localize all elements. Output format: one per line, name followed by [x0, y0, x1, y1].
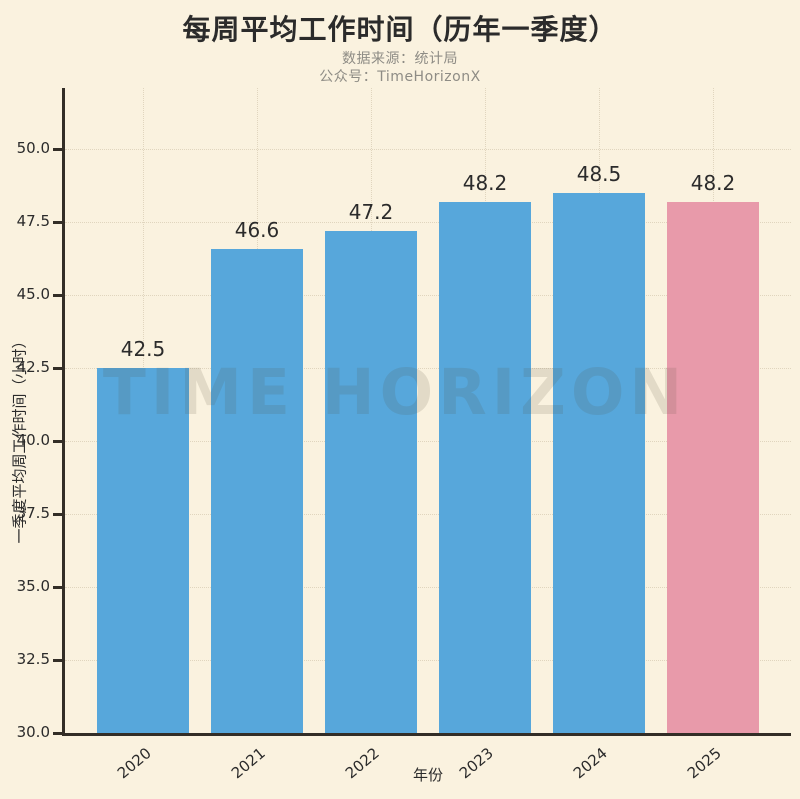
- bar-value-label-2021: 46.6: [234, 217, 280, 242]
- bar-value-label-2020: 42.5: [120, 337, 166, 362]
- y-tick-label: 42.5: [16, 358, 50, 377]
- bar-value-label-2024: 48.5: [576, 162, 622, 187]
- y-tick-mark: [53, 220, 62, 224]
- gridline-horizontal: [65, 514, 791, 516]
- y-tick-label: 50.0: [16, 139, 50, 158]
- y-tick-mark: [53, 585, 62, 589]
- y-tick-mark: [53, 658, 62, 662]
- bar-2023: [439, 201, 531, 733]
- chart-subtitle-source: 数据来源：统计局: [342, 51, 458, 67]
- chart-subtitle-account: 公众号：TimeHorizonX: [319, 69, 481, 85]
- bar-value-label-2025: 48.2: [690, 170, 736, 195]
- bar-2021: [211, 248, 303, 733]
- y-tick-mark: [53, 147, 62, 151]
- bar-2024: [553, 193, 645, 733]
- y-tick-mark: [53, 366, 62, 370]
- gridline-horizontal: [65, 587, 791, 589]
- gridline-horizontal: [65, 149, 791, 151]
- gridline-horizontal: [65, 368, 791, 370]
- gridline-horizontal: [65, 441, 791, 443]
- y-tick-label: 30.0: [16, 723, 50, 741]
- y-tick-label: 47.5: [16, 212, 50, 231]
- bar-2025: [667, 201, 759, 733]
- bar-2020: [97, 368, 189, 733]
- y-tick-mark: [53, 731, 62, 735]
- bar-value-label-2023: 48.2: [462, 170, 508, 195]
- y-tick-label: 35.0: [16, 577, 50, 596]
- bar-value-label-2022: 47.2: [348, 200, 394, 225]
- y-tick-label: 37.5: [16, 504, 50, 523]
- y-tick-label: 45.0: [16, 285, 50, 304]
- gridline-horizontal: [65, 660, 791, 662]
- y-tick-label: 40.0: [16, 431, 50, 450]
- x-axis-label: 年份: [412, 766, 443, 784]
- y-tick-mark: [53, 293, 62, 297]
- y-tick-label: 32.5: [16, 650, 50, 669]
- bar-2022: [325, 231, 417, 733]
- plot-area: 42.5 46.6 47.2 48.2 48.5 48.2: [62, 88, 791, 736]
- y-tick-mark: [53, 512, 62, 516]
- gridline-horizontal: [65, 295, 791, 297]
- chart-title: 每周平均工作时间（历年一季度）: [182, 13, 618, 46]
- gridline-horizontal: [65, 222, 791, 224]
- y-tick-mark: [53, 439, 62, 443]
